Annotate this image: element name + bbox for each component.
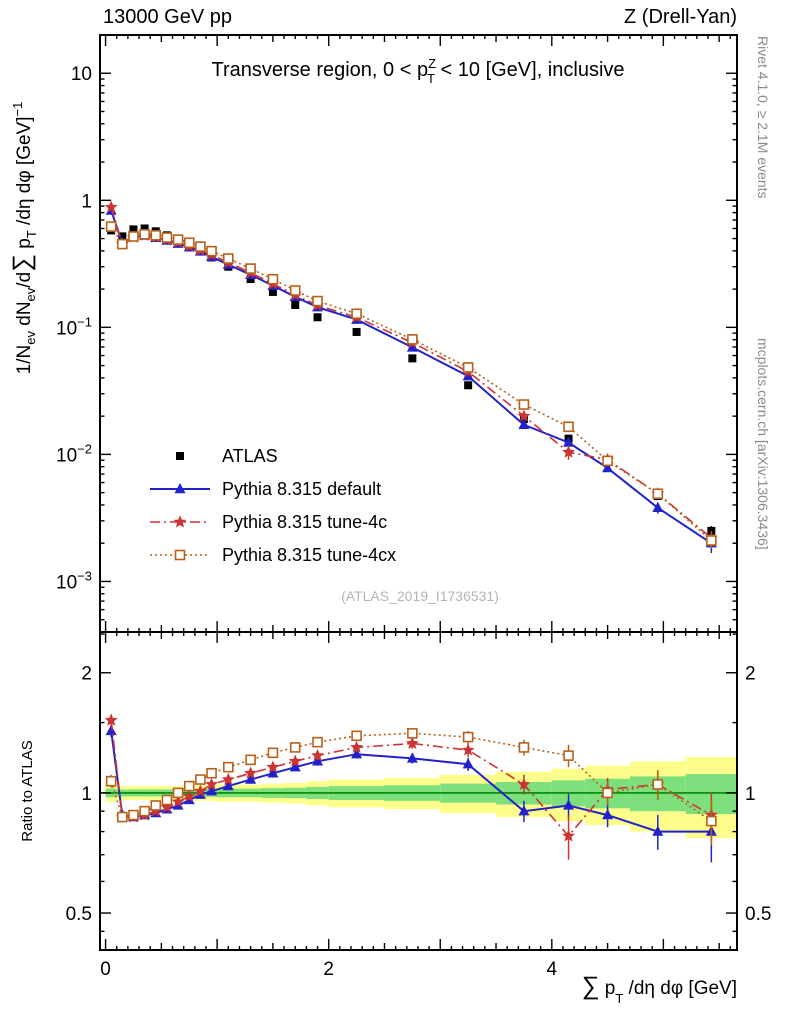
y-main-tick-label: 10−3 [56,568,92,593]
header-beam-energy: 13000 GeV pp [103,6,232,28]
y-main-tick-label: 10 [71,64,92,85]
series-ratio-3 [105,728,717,846]
x-tick-label: 4 [547,959,558,980]
y-axis-label-main: 1/Nev dNev/d∑ pT /dη dφ [GeV]−1 [8,102,39,375]
analysis-id-watermark: (ATLAS_2019_I1736531) [341,588,499,604]
axis-ticks: 0 2 4 10 1 10−1 10−2 10−3 2 2 1 1 0.5 0.5 [56,34,771,980]
y-main-tick-label: 10−1 [56,314,92,339]
legend-label-pythia-tune4c: Pythia 8.315 tune-4c [222,512,387,532]
y-ratio-tick-label-right: 0.5 [745,904,771,925]
plot-title: Transverse region, 0 < pZ T < 10 [GeV], i… [211,56,624,86]
plot-title-sup: Z [428,56,436,71]
y-ratio-tick-label-left: 0.5 [66,904,92,925]
rivet-version-note: Rivet 4.1.0, ≥ 2.1M events [755,36,771,199]
legend-label-pythia-default: Pythia 8.315 default [222,479,381,499]
legend: ATLAS Pythia 8.315 default Pythia 8.315 … [222,446,396,565]
legend-markers [150,452,210,561]
plot-title-text: Transverse region, 0 < p [211,59,428,81]
y-ratio-tick-label-right: 1 [745,784,756,805]
x-tick-label: 0 [100,959,111,980]
legend-label-pythia-tune4cx: Pythia 8.315 tune-4cx [222,545,396,565]
mcplots-arxiv-note: mcplots.cern.ch [arXiv:1306.3436] [755,338,771,550]
header-process: Z (Drell-Yan) [624,6,737,28]
y-axis-label-ratio: Ratio to ATLAS [19,740,36,841]
plot-title-sub: T [427,71,435,86]
series-main-3 [105,221,717,549]
y-ratio-tick-label-right: 2 [745,664,756,685]
plot-title-rest: < 10 [GeV], inclusive [435,59,625,81]
legend-label-atlas: ATLAS [222,446,278,466]
x-tick-label: 2 [323,959,334,980]
x-axis-label: ∑ pT /dη dφ [GeV] [582,972,737,1006]
chart-content-layer: 0 2 4 10 1 10−1 10−2 10−3 2 2 1 1 0.5 0.5 [56,34,771,980]
y-ratio-tick-label-left: 1 [81,784,92,805]
y-ratio-tick-label-left: 2 [81,664,92,685]
y-main-tick-label: 10−2 [56,441,92,466]
y-main-tick-label: 1 [81,191,92,212]
